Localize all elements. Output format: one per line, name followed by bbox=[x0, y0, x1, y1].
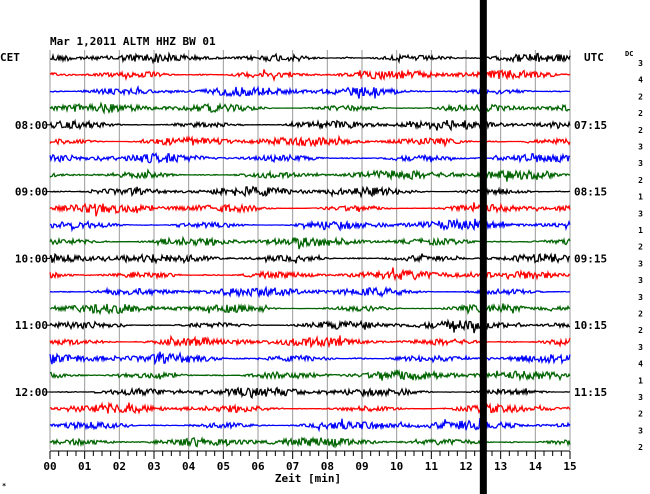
y-axis-left: 08:00 09:00 10:00 11:00 12:00 bbox=[15, 119, 50, 399]
x-axis: 00 01 02 03 04 05 06 07 08 09 10 11 12 13 14 15 bbox=[43, 450, 577, 473]
dc-value: 1 bbox=[638, 193, 643, 202]
y-tick-label-cet: 09:00 bbox=[15, 186, 48, 199]
x-tick-label: 03 bbox=[147, 460, 160, 473]
dc-value: 3 bbox=[638, 59, 643, 68]
dc-value: 3 bbox=[638, 293, 643, 302]
y-tick-label-utc: 09:15 bbox=[574, 252, 607, 265]
utc-label: UTC bbox=[584, 51, 604, 64]
x-tick-label: 04 bbox=[182, 460, 196, 473]
dc-value: 2 bbox=[638, 92, 643, 101]
y-tick-label-cet: 08:00 bbox=[15, 119, 48, 132]
dc-value: 3 bbox=[638, 276, 643, 285]
y-tick-label-cet: 11:00 bbox=[15, 319, 48, 332]
y-tick-label-utc: 10:15 bbox=[574, 319, 607, 332]
x-tick-label: 02 bbox=[113, 460, 126, 473]
x-tick-label: 00 bbox=[43, 460, 56, 473]
dc-value: 3 bbox=[638, 426, 643, 435]
dc-value: 2 bbox=[638, 443, 643, 452]
dc-value: 3 bbox=[638, 159, 643, 168]
x-tick-label: 05 bbox=[217, 460, 230, 473]
dc-value: 3 bbox=[638, 343, 643, 352]
chart-header: Mar 1,2011 ALTM HHZ BW 01 bbox=[50, 35, 216, 48]
dc-value: 4 bbox=[638, 76, 643, 85]
x-tick-label: 11 bbox=[425, 460, 439, 473]
dc-value: 2 bbox=[638, 326, 643, 335]
y-tick-label-cet: 12:00 bbox=[15, 386, 48, 399]
y-tick-label-utc: 07:15 bbox=[574, 119, 607, 132]
dc-value: 2 bbox=[638, 410, 643, 419]
dc-column: 3 4 2 2 2 3 3 2 1 3 1 2 3 3 3 2 2 3 4 1 3 2 3 2 bbox=[638, 59, 643, 452]
dc-value: 4 bbox=[638, 360, 643, 369]
x-axis-title: Zeit [min] bbox=[275, 472, 341, 485]
footnote-mark: * bbox=[2, 482, 6, 490]
dc-value: 2 bbox=[638, 176, 643, 185]
dc-value: 2 bbox=[638, 243, 643, 252]
dc-value: 3 bbox=[638, 209, 643, 218]
y-axis-right: 07:15 08:15 09:15 10:15 11:15 bbox=[574, 119, 607, 399]
dc-value: 3 bbox=[638, 393, 643, 402]
y-tick-label-utc: 11:15 bbox=[574, 386, 607, 399]
x-tick-label: 01 bbox=[78, 460, 92, 473]
x-tick-label: 14 bbox=[529, 460, 543, 473]
cet-label: CET bbox=[0, 51, 20, 64]
dc-value: 2 bbox=[638, 109, 643, 118]
dc-value: 1 bbox=[638, 376, 643, 385]
minute-grid bbox=[49, 50, 571, 450]
dc-label: DC bbox=[625, 50, 633, 58]
x-tick-label: 10 bbox=[390, 460, 403, 473]
dc-value: 1 bbox=[638, 226, 643, 235]
x-tick-label: 08 bbox=[321, 460, 334, 473]
dc-value: 2 bbox=[638, 310, 643, 319]
x-tick-label: 06 bbox=[251, 460, 265, 473]
y-tick-label-cet: 10:00 bbox=[15, 252, 48, 265]
x-tick-label: 09 bbox=[355, 460, 368, 473]
dc-value: 3 bbox=[638, 143, 643, 152]
x-tick-label: 15 bbox=[563, 460, 576, 473]
marker-group bbox=[479, 0, 487, 494]
time-marker-bar bbox=[479, 0, 487, 494]
dc-value: 3 bbox=[638, 259, 643, 268]
plot-area bbox=[50, 50, 570, 450]
x-tick-label: 13 bbox=[494, 460, 507, 473]
x-tick-label: 07 bbox=[286, 460, 299, 473]
x-tick-label: 12 bbox=[459, 460, 472, 473]
y-tick-label-utc: 08:15 bbox=[574, 186, 607, 199]
dc-value: 2 bbox=[638, 126, 643, 135]
